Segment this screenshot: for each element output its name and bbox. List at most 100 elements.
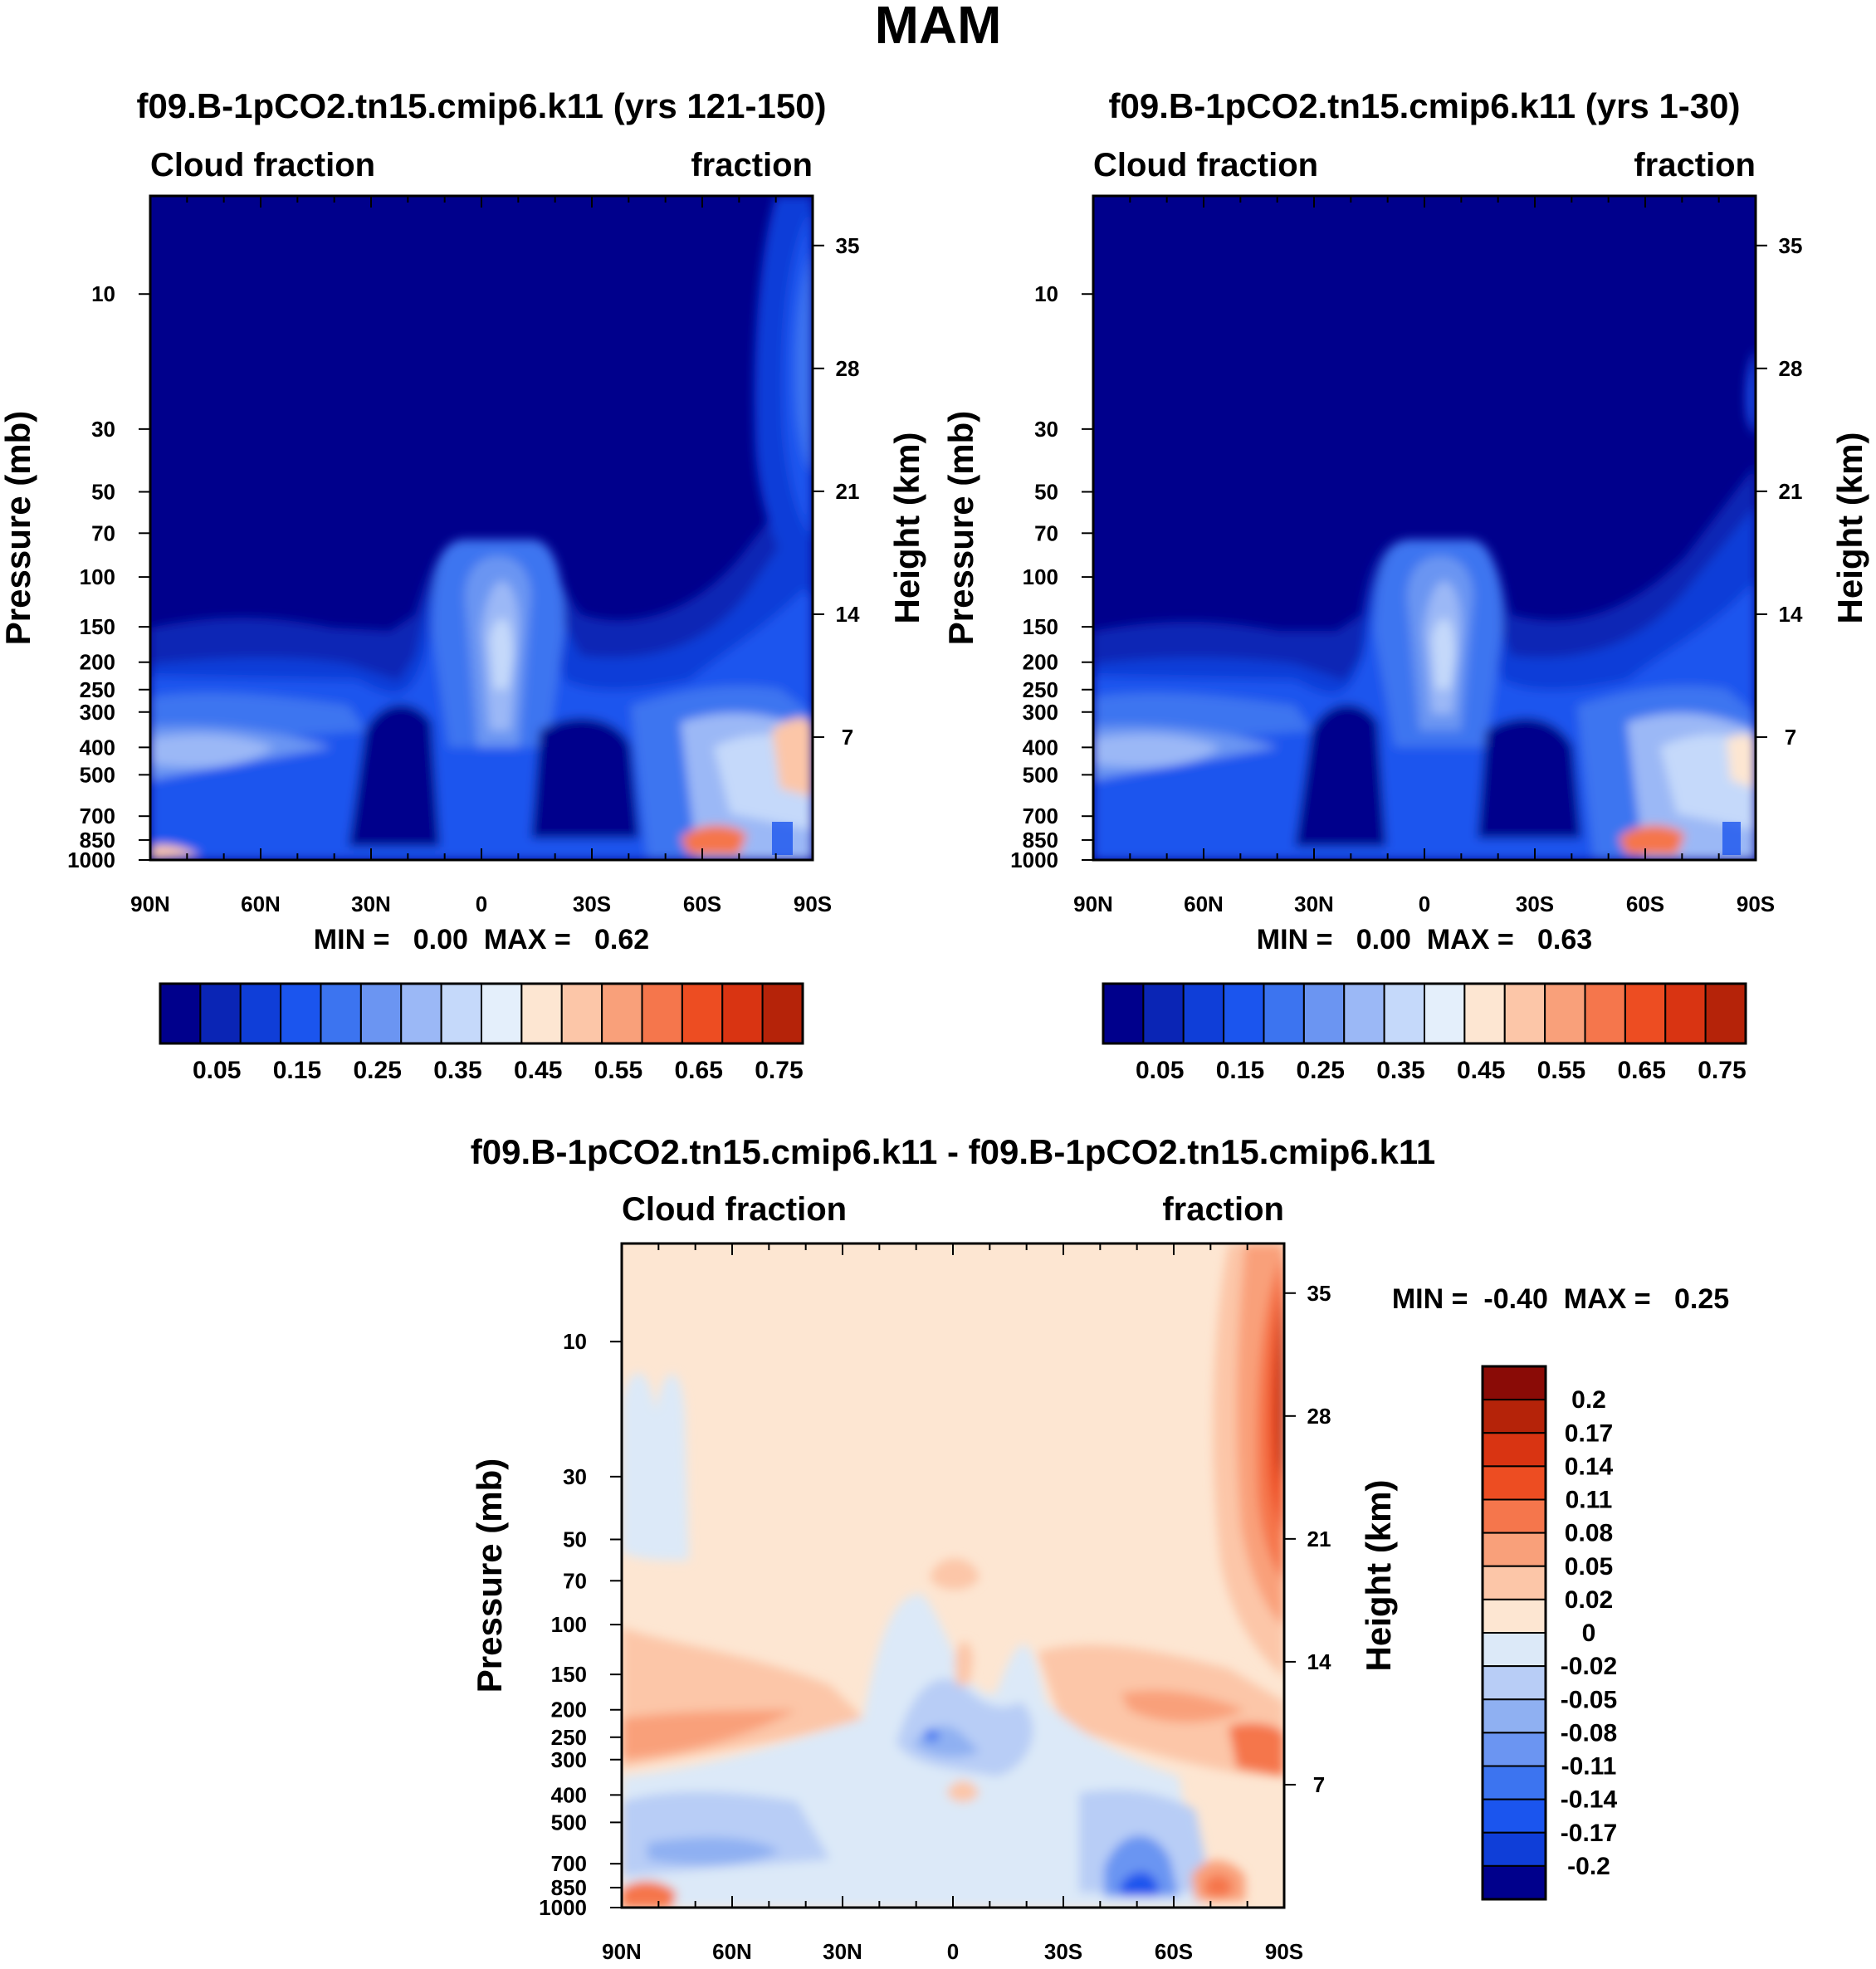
colorbar-label: 0 bbox=[1582, 1620, 1596, 1647]
y-tick-label: 400 bbox=[1023, 735, 1058, 760]
y2-tick-label: 35 bbox=[1779, 233, 1803, 258]
y-tick-label: 70 bbox=[563, 1568, 587, 1593]
panel-2-ylabel: Pressure (mb) bbox=[941, 411, 980, 645]
y2-tick-label: 7 bbox=[1313, 1772, 1325, 1797]
y-tick-label: 30 bbox=[1034, 417, 1058, 442]
y-tick-label: 850 bbox=[551, 1875, 587, 1900]
y-tick-label: 700 bbox=[80, 804, 115, 828]
colorbar-swatch bbox=[1302, 983, 1346, 1044]
y2-tick-label: 21 bbox=[1307, 1527, 1331, 1551]
colorbar-swatch bbox=[1482, 1432, 1546, 1468]
y-tick-label: 200 bbox=[1023, 650, 1058, 675]
colorbar-swatch bbox=[1223, 983, 1265, 1044]
y-tick-label: 10 bbox=[1034, 281, 1058, 306]
x-tick-label: 60N bbox=[1184, 892, 1224, 916]
colorbar-label: -0.17 bbox=[1561, 1820, 1617, 1847]
colorbar-2: 0.05 0.15 0.25 0.35 0.45 0.55 0.65 0.75 bbox=[1102, 982, 1747, 1084]
colorbar-swatch bbox=[280, 983, 322, 1044]
y-tick-label: 30 bbox=[91, 417, 115, 442]
colorbar-swatch bbox=[1383, 983, 1425, 1044]
colorbar-label: -0.2 bbox=[1567, 1853, 1610, 1880]
y2-tick-label: 21 bbox=[836, 479, 860, 504]
colorbar-label: 0.2 bbox=[1571, 1386, 1606, 1414]
y-tick-label: 250 bbox=[80, 677, 115, 702]
colorbar-swatch bbox=[440, 983, 482, 1044]
panel-3-left-label: Cloud fraction bbox=[622, 1191, 847, 1228]
y-tick-label: 50 bbox=[1034, 479, 1058, 504]
colorbar-swatch bbox=[761, 983, 804, 1044]
colorbar-label: 0.65 bbox=[674, 1057, 722, 1084]
colorbar-swatch bbox=[1463, 983, 1506, 1044]
colorbar-swatch bbox=[1263, 983, 1305, 1044]
colorbar-swatch bbox=[1482, 1864, 1546, 1900]
y-tick-label: 100 bbox=[80, 564, 115, 589]
y-tick-label: 50 bbox=[563, 1527, 587, 1551]
colorbar-swatch bbox=[481, 983, 523, 1044]
y-tick-label: 700 bbox=[1023, 804, 1058, 828]
x-tick-label: 30N bbox=[351, 892, 391, 916]
colorbar-swatch bbox=[1664, 983, 1707, 1044]
x-tick-label: 0 bbox=[476, 892, 487, 916]
colorbar-swatch bbox=[1482, 1632, 1546, 1668]
y2-tick-label: 7 bbox=[842, 725, 853, 750]
colorbar-swatch bbox=[1584, 983, 1626, 1044]
x-tick-label: 90N bbox=[602, 1939, 642, 1964]
colorbar-swatch bbox=[1482, 1831, 1546, 1867]
panel-3-title: f09.B-1pCO2.tn15.cmip6.k11 - f09.B-1pCO2… bbox=[471, 1132, 1435, 1171]
panel-3-field bbox=[622, 1243, 1284, 1908]
colorbar-swatch bbox=[1424, 983, 1466, 1044]
colorbar-swatch bbox=[1503, 983, 1546, 1044]
y-tick-label: 500 bbox=[1023, 762, 1058, 787]
colorbar-label: 0.05 bbox=[1136, 1057, 1184, 1084]
y-tick-label: 200 bbox=[551, 1698, 587, 1722]
colorbar-label: -0.11 bbox=[1561, 1753, 1617, 1781]
y2-tick-label: 35 bbox=[1307, 1281, 1331, 1306]
panel-1-field bbox=[150, 196, 813, 860]
colorbar-label: 0.02 bbox=[1565, 1586, 1613, 1614]
x-tick-label: 30N bbox=[823, 1939, 862, 1964]
colorbar-label: 0.75 bbox=[1698, 1057, 1746, 1084]
panel-1-right-label: fraction bbox=[691, 147, 813, 183]
colorbar-label: 0.05 bbox=[193, 1057, 241, 1084]
panel-1-ylabel: Pressure (mb) bbox=[0, 411, 37, 645]
y-tick-label: 70 bbox=[91, 520, 115, 545]
y-tick-label: 30 bbox=[563, 1464, 587, 1489]
y-tick-label: 200 bbox=[80, 650, 115, 675]
colorbar-swatch bbox=[1482, 1765, 1546, 1800]
colorbar-swatch bbox=[641, 983, 683, 1044]
panel-1-minmax: MIN = 0.00 MAX = 0.62 bbox=[314, 924, 649, 955]
y-tick-label: 300 bbox=[80, 700, 115, 725]
x-tick-label: 30N bbox=[1294, 892, 1334, 916]
panel-1-axes: 90N 60N 30N 0 30S 60S 90S103050701001502002503… bbox=[67, 196, 860, 916]
y-tick-label: 1000 bbox=[539, 1895, 587, 1920]
y-tick-label: 850 bbox=[1023, 828, 1058, 853]
colorbar-swatch bbox=[159, 983, 202, 1044]
y2-tick-label: 28 bbox=[1307, 1404, 1331, 1429]
y-tick-label: 1000 bbox=[67, 848, 115, 872]
colorbar-swatch bbox=[520, 983, 563, 1044]
panel-2-axes: 90N 60N 30N 0 30S 60S 90S103050701001502002503… bbox=[1010, 196, 1803, 916]
colorbar-swatch bbox=[721, 983, 764, 1044]
panel-2-title: f09.B-1pCO2.tn15.cmip6.k11 (yrs 1-30) bbox=[1108, 86, 1740, 125]
colorbar-label: 0.65 bbox=[1617, 1057, 1665, 1084]
colorbar-swatch bbox=[1343, 983, 1385, 1044]
colorbar-swatch bbox=[239, 983, 282, 1044]
x-tick-label: 90S bbox=[794, 892, 832, 916]
x-tick-label: 30S bbox=[1044, 1939, 1082, 1964]
panel-2-right-label: fraction bbox=[1634, 147, 1756, 183]
colorbar-swatch bbox=[1482, 1698, 1546, 1734]
colorbar-swatch bbox=[199, 983, 242, 1044]
colorbar-label: 0.75 bbox=[755, 1057, 803, 1084]
colorbar-label: 0.08 bbox=[1565, 1520, 1613, 1547]
colorbar-swatch bbox=[1182, 983, 1225, 1044]
colorbar-swatch bbox=[560, 983, 603, 1044]
colorbar-label: 0.25 bbox=[1296, 1057, 1344, 1084]
colorbar-swatch bbox=[1482, 1465, 1546, 1501]
colorbar-label: 0.55 bbox=[594, 1057, 642, 1084]
x-tick-label: 30S bbox=[1516, 892, 1554, 916]
y-tick-label: 400 bbox=[551, 1782, 587, 1807]
colorbar-swatch bbox=[1704, 983, 1747, 1044]
y-tick-label: 500 bbox=[551, 1810, 587, 1835]
y2-tick-label: 28 bbox=[1779, 356, 1803, 381]
panel-1: f09.B-1pCO2.tn15.cmip6.k11 (yrs 121-150)… bbox=[0, 86, 926, 955]
